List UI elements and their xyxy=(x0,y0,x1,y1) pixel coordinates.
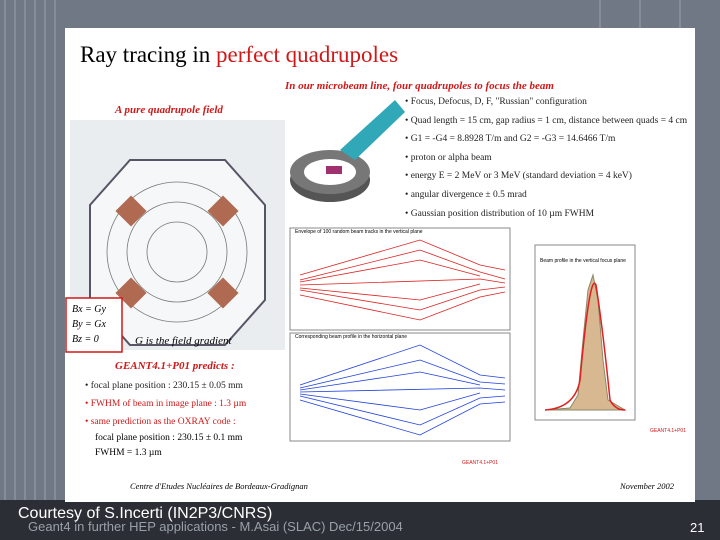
plot-credit: GEANT4.1+P01 xyxy=(650,428,686,434)
predicts-title: GEANT4.1+P01 predicts : xyxy=(115,360,235,372)
talk-info: Geant4 in further HEP applications - M.A… xyxy=(28,519,403,534)
oxray-result: FWHM = 1.3 µm xyxy=(95,448,162,458)
plot-title: Beam profile in the vertical focus plane xyxy=(540,258,626,264)
bullet: proton or alpha beam xyxy=(405,149,687,168)
predictions: focal plane position : 230.15 ± 0.05 mmF… xyxy=(85,377,247,431)
prediction: focal plane position : 230.15 ± 0.05 mm xyxy=(85,377,246,395)
slide-title: Ray tracing in perfect quadrupoles xyxy=(80,42,398,68)
page-number: 21 xyxy=(690,520,705,535)
plot-credit: GEANT4.1+P01 xyxy=(462,460,498,466)
oxray-results: focal plane position : 230.15 ± 0.1 mm FW… xyxy=(95,431,242,461)
field-equation: Bz = 0 xyxy=(72,334,99,345)
slide-date: November 2002 xyxy=(620,481,675,491)
subtitle: In our microbeam line, four quadrupoles … xyxy=(285,80,554,92)
bullet: Focus, Defocus, D, F, "Russian" configur… xyxy=(405,93,687,112)
focus-profile-plot xyxy=(534,244,636,421)
bullet: G1 = -G4 = 8.8928 T/m and G2 = -G3 = 14.… xyxy=(405,130,687,149)
horizontal-envelope-plot xyxy=(289,332,511,442)
courtesy: Courtesy of S.Incerti (IN2P3/CNRS) xyxy=(18,505,273,522)
bullet: energy E = 2 MeV or 3 MeV (standard devi… xyxy=(405,167,687,186)
vertical-envelope-plot xyxy=(289,227,511,331)
bullet: angular divergence ± 0.5 mrad xyxy=(405,186,687,205)
prediction: FWHM of beam in image plane : 1.3 µm xyxy=(85,395,247,413)
field-equations: Bx = Gy By = Gx Bz = 0 xyxy=(72,302,106,347)
field-title: A pure quadrupole field xyxy=(115,104,223,116)
plot-title: Envelope of 100 random beam tracks in th… xyxy=(295,229,423,235)
quadrupole-3d xyxy=(290,100,405,202)
oxray-result: focal plane position : 230.15 ± 0.1 mm xyxy=(95,433,243,443)
prediction: same prediction as the OXRAY code : xyxy=(85,413,246,431)
bullet-list: Focus, Defocus, D, F, "Russian" configur… xyxy=(405,93,687,223)
bullet: Gaussian position distribution of 10 µm … xyxy=(405,205,687,224)
field-equation: Bx = Gy xyxy=(72,304,106,315)
institute: Centre d'Etudes Nucléaires de Bordeaux-G… xyxy=(130,481,308,491)
title-red: perfect quadrupoles xyxy=(216,42,399,67)
field-note: G is the field gradient xyxy=(135,335,232,347)
title-plain: Ray tracing in xyxy=(80,42,211,67)
plot-title: Corresponding beam profile in the horizo… xyxy=(295,334,408,340)
bullet: Quad length = 15 cm, gap radius = 1 cm, … xyxy=(405,112,687,131)
field-equation: By = Gx xyxy=(72,319,106,330)
